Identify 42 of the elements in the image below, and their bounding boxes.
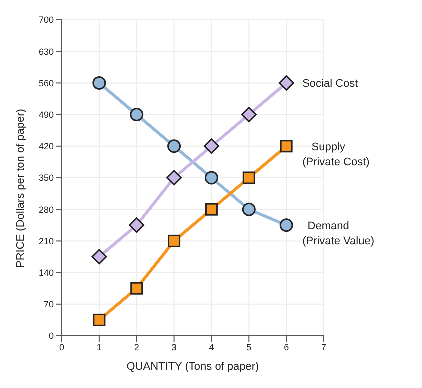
point	[168, 234, 181, 248]
y-tick-label: 630	[38, 46, 54, 57]
x-tick-label: 4	[209, 342, 214, 352]
point	[242, 202, 256, 216]
point	[130, 108, 144, 122]
y-tick-label: 0	[48, 331, 54, 342]
x-tick-label: 5	[246, 342, 252, 352]
x-axis-title: QUANTITY (Tons of paper)	[126, 361, 260, 373]
x-tick-label: 2	[134, 342, 140, 352]
x-tick-label: 1	[96, 342, 102, 352]
point	[166, 170, 182, 186]
point	[280, 218, 294, 232]
x-tick-label: 7	[321, 342, 327, 352]
point	[92, 76, 106, 90]
y-tick-label: 420	[38, 142, 54, 152]
y-tick-label: 560	[38, 78, 54, 88]
y-tick-label: 140	[38, 268, 54, 278]
point	[278, 75, 294, 91]
y-tick-label: 490	[38, 110, 54, 120]
y-tick-label: 280	[38, 204, 54, 215]
point	[93, 314, 106, 326]
point	[204, 171, 218, 185]
x-tick-label: 6	[284, 342, 290, 352]
point	[130, 282, 144, 295]
series-label: Social Cost	[302, 78, 358, 90]
point	[205, 203, 218, 216]
point	[92, 249, 108, 265]
point	[204, 138, 220, 154]
point	[129, 218, 145, 234]
point	[242, 172, 256, 184]
y-tick-label: 700	[38, 15, 54, 26]
series-label: Demand (Private Value)	[302, 220, 375, 248]
y-axis-title: PRICE (Dollars per ton of paper)	[14, 109, 27, 268]
x-tick-label: 3	[172, 342, 177, 352]
point	[241, 107, 257, 123]
y-tick-label: 70	[44, 300, 54, 310]
y-tick-label: 210	[38, 236, 54, 246]
x-tick-label: 0	[59, 342, 65, 352]
point	[280, 140, 293, 153]
y-tick-label: 350	[38, 173, 54, 184]
series-label: Supply (Private Cost)	[302, 141, 370, 168]
point	[168, 140, 182, 154]
